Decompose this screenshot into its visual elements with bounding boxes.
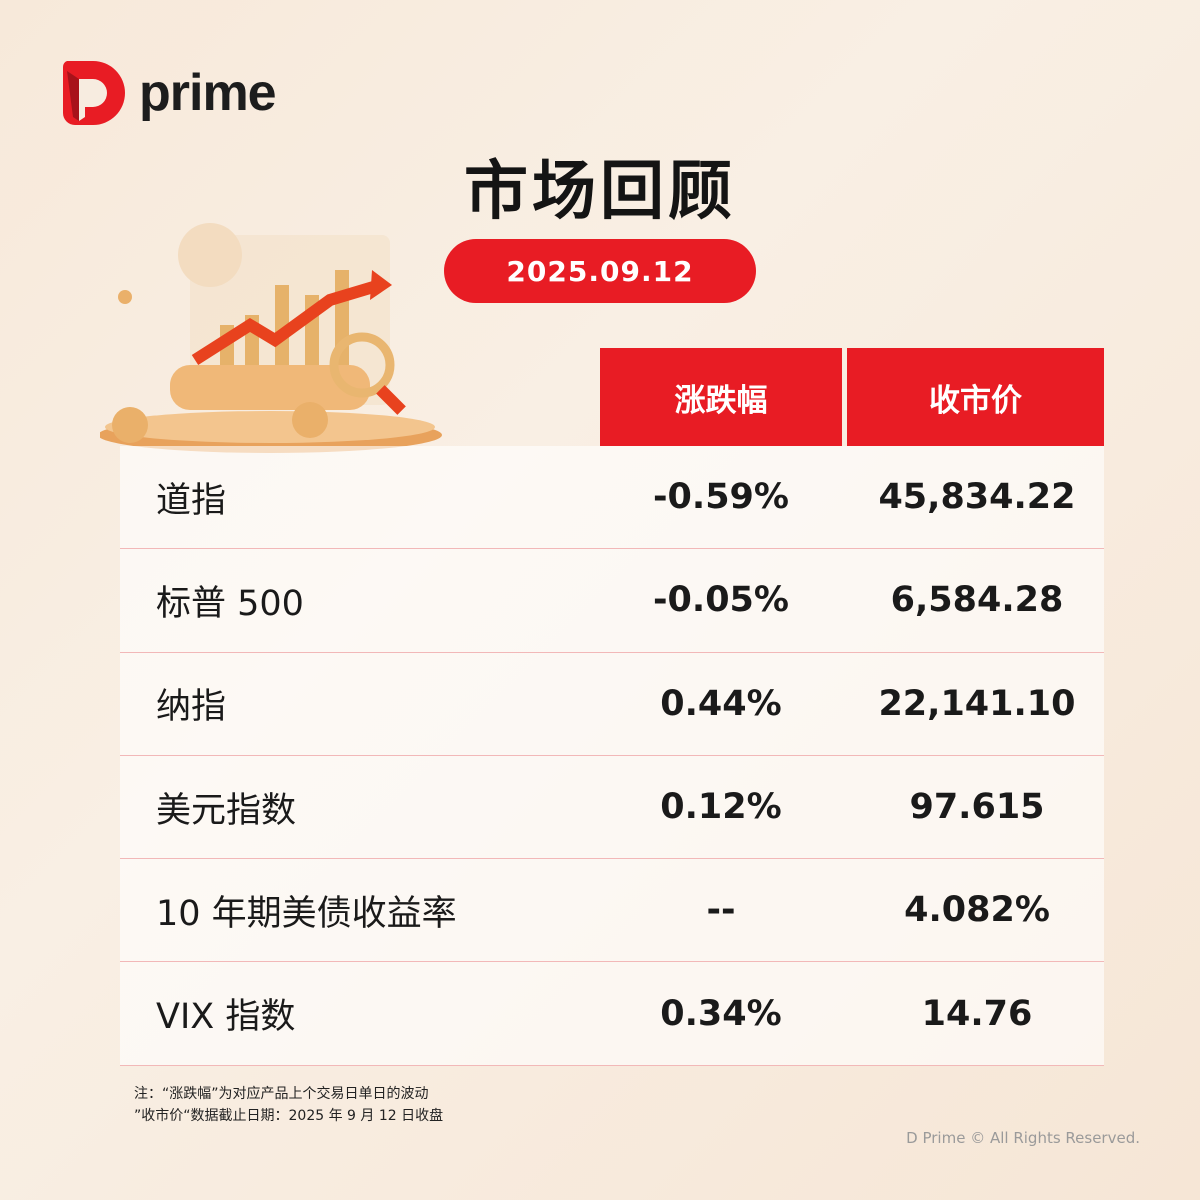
index-name: 道指	[156, 480, 227, 521]
footnote-line: 注：“涨跌幅”为对应产品上个交易日单日的波动	[134, 1086, 429, 1102]
index-change: 0.44%	[660, 683, 782, 724]
index-change: 0.34%	[660, 993, 782, 1034]
index-name: 标普 500	[156, 583, 304, 624]
index-name: 纳指	[156, 687, 227, 728]
brand-name: prime	[139, 64, 277, 122]
index-change: 0.12%	[660, 787, 782, 828]
index-close: 45,834.22	[878, 477, 1076, 518]
index-name: 美元指数	[156, 790, 297, 831]
index-change: -0.05%	[653, 580, 789, 621]
table-row: 标普 500 -0.05% 6,584.28	[120, 549, 1104, 653]
table-row: 道指 -0.59% 45,834.22	[120, 446, 1104, 550]
index-close: 4.082%	[904, 890, 1050, 931]
date-badge: 2025.09.12	[444, 239, 756, 303]
index-close: 22,141.10	[878, 683, 1076, 724]
index-name: VIX 指数	[156, 997, 296, 1038]
table-row: VIX 指数 0.34% 14.76	[120, 962, 1104, 1066]
brand-logo: prime	[57, 57, 277, 129]
market-table: 道指 -0.59% 45,834.22 标普 500 -0.05% 6,584.28 纳…	[120, 446, 1104, 1066]
table-row: 10 年期美债收益率 -- 4.082%	[120, 859, 1104, 963]
index-change: --	[706, 890, 736, 931]
table-row: 纳指 0.44% 22,141.10	[120, 652, 1104, 756]
index-name: 10 年期美债收益率	[156, 893, 457, 934]
index-close: 97.615	[909, 787, 1045, 828]
chart-growth-illustration-icon	[100, 223, 442, 453]
index-change: -0.59%	[653, 477, 789, 518]
footnote: 注：“涨跌幅”为对应产品上个交易日单日的波动 ”收市价“数据截止日期：2025 …	[134, 1083, 443, 1127]
footnote-line: ”收市价“数据截止日期：2025 年 9 月 12 日收盘	[134, 1108, 444, 1124]
copyright: D Prime © All Rights Reserved.	[906, 1129, 1140, 1147]
header-change: 涨跌幅	[600, 348, 842, 446]
table-row: 美元指数 0.12% 97.615	[120, 755, 1104, 860]
index-close: 14.76	[921, 993, 1033, 1034]
header-close: 收市价	[847, 348, 1104, 446]
index-close: 6,584.28	[890, 580, 1064, 621]
page-title: 市场回顾	[464, 155, 736, 229]
d-logo-icon	[62, 61, 125, 125]
